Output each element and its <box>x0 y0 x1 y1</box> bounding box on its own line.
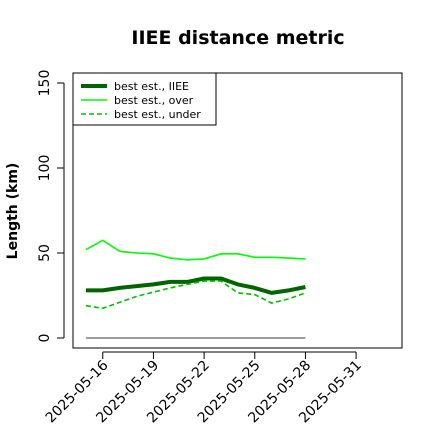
legend-label: best est., under <box>114 108 201 121</box>
series-layer <box>85 239 306 339</box>
legend-label: best est., over <box>114 94 194 107</box>
legend-label: best est., IIEE <box>114 80 189 93</box>
y-tick-label: 50 <box>37 244 53 262</box>
y-tick-label: 150 <box>37 70 53 97</box>
series-line-best-est-iiee <box>85 276 306 295</box>
y-axis: 0 50 100 150 <box>37 70 65 343</box>
chart-title: IIEE distance metric <box>131 27 344 49</box>
legend-box <box>72 72 217 126</box>
series-line-best-est-over <box>85 239 306 261</box>
x-axis: 2025-05-162025-05-192025-05-222025-05-25… <box>43 351 365 426</box>
y-axis-label: Length (km) <box>5 163 21 260</box>
y-tick-label: 0 <box>37 334 53 343</box>
y-tick-label: 100 <box>37 155 53 182</box>
series-line-best-est-under <box>85 280 306 310</box>
